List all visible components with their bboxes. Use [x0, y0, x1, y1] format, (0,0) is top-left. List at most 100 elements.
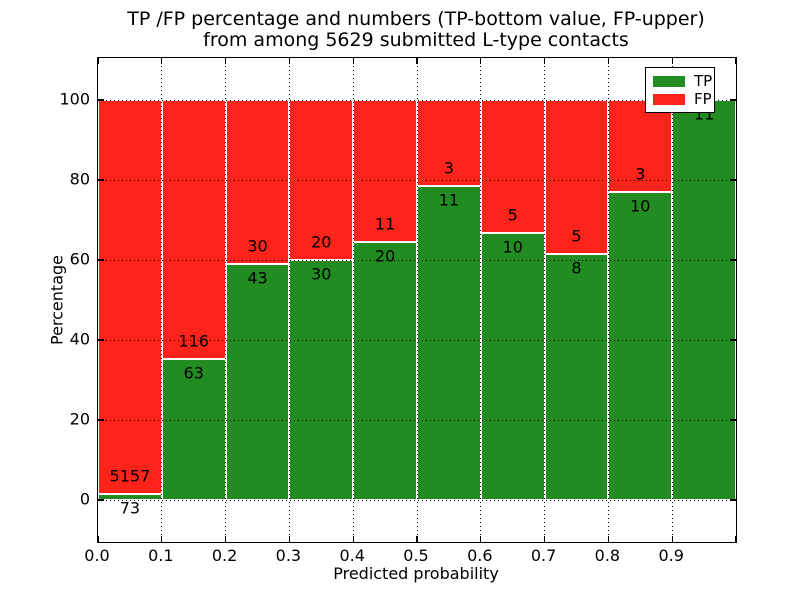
x-tick-label: 0.7 [530, 546, 557, 565]
x-tick-mark [352, 536, 354, 542]
x-tick-mark [607, 536, 610, 542]
x-tick-mark [224, 536, 227, 542]
tp-count-label: 10 [630, 196, 651, 216]
legend-label-tp: TP [694, 71, 713, 90]
y-tick-label: 80 [69, 169, 90, 189]
x-tick-label: 0.3 [275, 546, 302, 565]
legend: TP FP [645, 67, 715, 113]
grid-line-vertical [671, 58, 673, 542]
x-tick-mark [224, 58, 227, 64]
bar-segment-tp [417, 185, 481, 500]
bar-segment-tp [225, 264, 290, 500]
fp-count-label: 30 [247, 236, 268, 256]
legend-label-fp: FP [694, 89, 712, 108]
grid-line-vertical [161, 58, 163, 542]
y-tick-label: 0 [79, 489, 90, 509]
grid-line-vertical [225, 58, 227, 542]
x-tick-mark [288, 58, 291, 64]
fp-count-label: 3 [635, 164, 646, 184]
bar-segment-fp [161, 100, 226, 360]
tp-count-label: 10 [502, 237, 523, 257]
grid-line-vertical [352, 58, 354, 542]
y-tick-label: 100 [59, 89, 90, 109]
y-tick-mark [98, 419, 104, 421]
grid-line-vertical [607, 58, 609, 542]
tp-count-label: 63 [183, 363, 204, 383]
y-tick-mark [98, 339, 104, 341]
grid-line-vertical [544, 58, 546, 542]
x-tick-mark [607, 58, 610, 64]
legend-swatch-tp [653, 75, 685, 87]
fp-count-label: 11 [374, 214, 396, 234]
grid-line-vertical [480, 58, 482, 542]
y-tick-mark [730, 259, 736, 261]
bar-segment-tp [353, 241, 417, 500]
fp-count-label: 116 [178, 331, 209, 351]
fp-count-label: 5157 [109, 466, 151, 486]
x-tick-mark [480, 58, 482, 64]
x-tick-label: 0.2 [211, 546, 238, 565]
fp-count-label: 3 [443, 158, 454, 178]
x-tick-label: 0.5 [403, 546, 429, 565]
bar-segment-tp [480, 233, 545, 500]
fp-count-label: 5 [571, 226, 582, 246]
y-tick-mark [730, 99, 736, 101]
bar-segment-fp [544, 100, 609, 254]
bar-segment-tp [289, 260, 354, 500]
y-tick-mark [730, 339, 736, 341]
x-axis-label: Predicted probability [333, 564, 499, 583]
bar-segment-tp [608, 192, 673, 500]
legend-item-fp: FP [653, 91, 712, 107]
x-tick-mark [543, 536, 546, 542]
y-tick-label: 60 [69, 249, 90, 269]
y-tick-mark [730, 179, 736, 181]
legend-item-tp: TP [653, 73, 712, 89]
x-tick-mark [161, 536, 163, 542]
x-tick-mark [97, 536, 99, 542]
y-tick-mark [730, 419, 736, 421]
y-tick-mark [98, 499, 104, 501]
y-tick-mark [730, 499, 736, 501]
grid-line-vertical [416, 58, 418, 542]
chart-title-line1: TP /FP percentage and numbers (TP-bottom… [127, 8, 705, 30]
x-tick-mark [97, 58, 99, 64]
plot-area: 5157 73 116 63 30 43 20 30 11 20 3 11 5 10 5 8 3 10 11 [97, 57, 737, 543]
x-tick-mark [671, 58, 673, 64]
x-tick-mark [735, 536, 737, 542]
y-tick-mark [98, 179, 104, 181]
y-tick-label: 40 [69, 329, 90, 349]
x-tick-mark [352, 58, 354, 64]
tp-count-label: 11 [438, 190, 460, 210]
bar-segment-fp [608, 100, 673, 193]
x-tick-mark [416, 536, 418, 542]
x-tick-mark [288, 536, 291, 542]
x-tick-label: 0.9 [658, 546, 684, 565]
y-tick-label: 20 [69, 409, 90, 429]
tp-count-label: 20 [374, 246, 396, 266]
tp-count-label: 43 [247, 268, 268, 288]
chart-title: TP /FP percentage and numbers (TP-bottom… [97, 9, 735, 51]
legend-swatch-fp [653, 93, 685, 105]
x-tick-mark [671, 536, 673, 542]
bar-segment-fp [353, 100, 417, 242]
grid-line-vertical [288, 58, 290, 542]
chart-title-line2: from among 5629 submitted L-type contact… [203, 29, 629, 51]
x-tick-label: 0.1 [148, 546, 174, 565]
bar-segment-tp [544, 253, 609, 500]
x-tick-mark [416, 58, 418, 64]
x-tick-label: 0.6 [467, 546, 493, 565]
bar-segment-tp [672, 100, 736, 500]
x-tick-label: 0.4 [339, 546, 365, 565]
bar-segment-fp [480, 100, 545, 234]
tp-count-label: 73 [119, 498, 141, 518]
fp-count-label: 20 [311, 232, 332, 252]
y-tick-mark [98, 259, 104, 261]
fp-count-label: 5 [507, 205, 518, 225]
bar-segment-fp [98, 100, 162, 495]
tp-count-label: 8 [571, 258, 582, 278]
y-tick-mark [98, 99, 104, 101]
x-tick-mark [480, 536, 482, 542]
y-axis-label: Percentage [47, 254, 67, 346]
x-tick-mark [161, 58, 163, 64]
x-tick-label: 0.8 [594, 546, 621, 565]
